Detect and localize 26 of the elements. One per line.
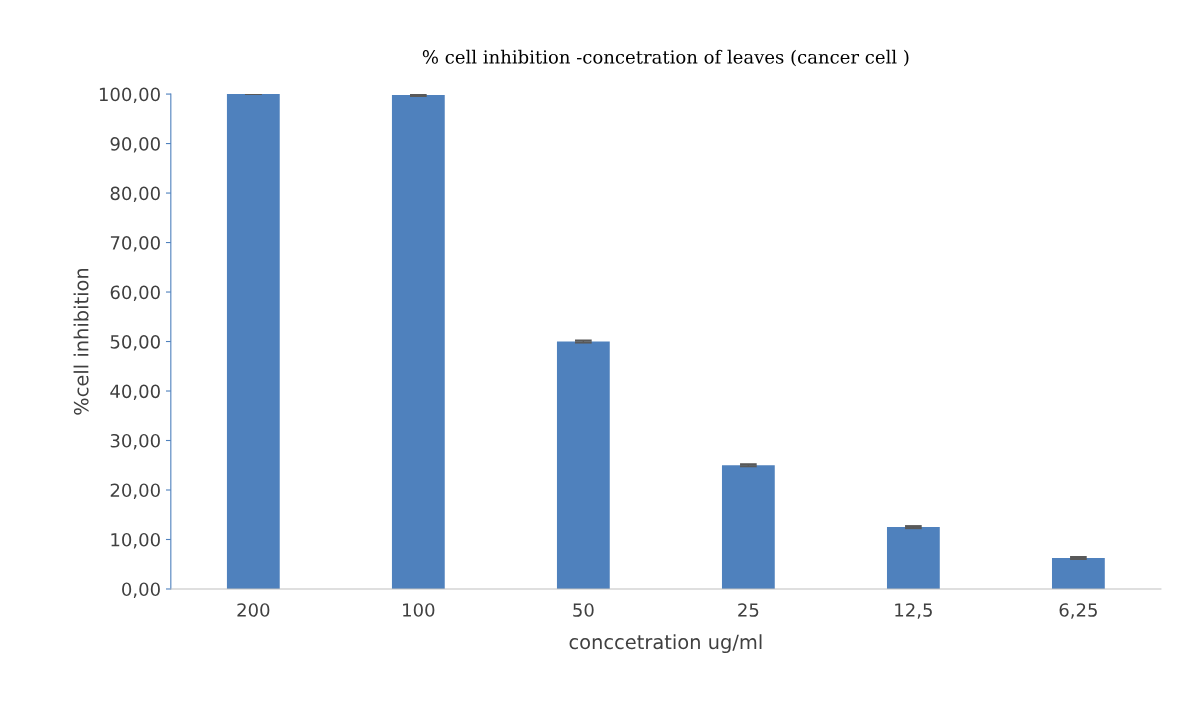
chart-title: % cell inhibition -concetration of leaves (cancer cell )	[422, 49, 909, 67]
y-tick-label: 10,00	[111, 532, 160, 549]
y-tick-label: 40,00	[110, 384, 160, 400]
y-tick-label: 90,00	[110, 137, 160, 153]
bar	[721, 465, 775, 589]
y-tick-label: 80,00	[110, 186, 160, 203]
y-tick-label: 70,00	[110, 236, 160, 252]
y-tick-label: 100,00	[99, 87, 160, 104]
bar	[226, 94, 280, 589]
y-tick-label: 20,00	[110, 483, 160, 499]
bar	[391, 95, 445, 589]
bar	[1051, 558, 1105, 589]
x-tick-label: 100	[403, 603, 435, 617]
x-tick-label: 25	[738, 603, 759, 617]
y-tick-label: 30,00	[110, 433, 160, 450]
bar	[886, 527, 940, 589]
x-tick-label: 12,5	[895, 603, 932, 619]
y-tick-label: 0,00	[122, 582, 160, 598]
y-axis-title: %cell inhibition	[73, 268, 89, 415]
x-tick-label: 50	[573, 603, 594, 617]
x-axis-title: conccetration ug/ml	[569, 634, 762, 654]
y-tick-label: 60,00	[110, 285, 160, 301]
x-tick-label: 200	[237, 603, 270, 617]
y-tick-label: 50,00	[110, 334, 160, 351]
bar	[556, 341, 610, 589]
x-tick-label: 6,25	[1059, 603, 1097, 619]
